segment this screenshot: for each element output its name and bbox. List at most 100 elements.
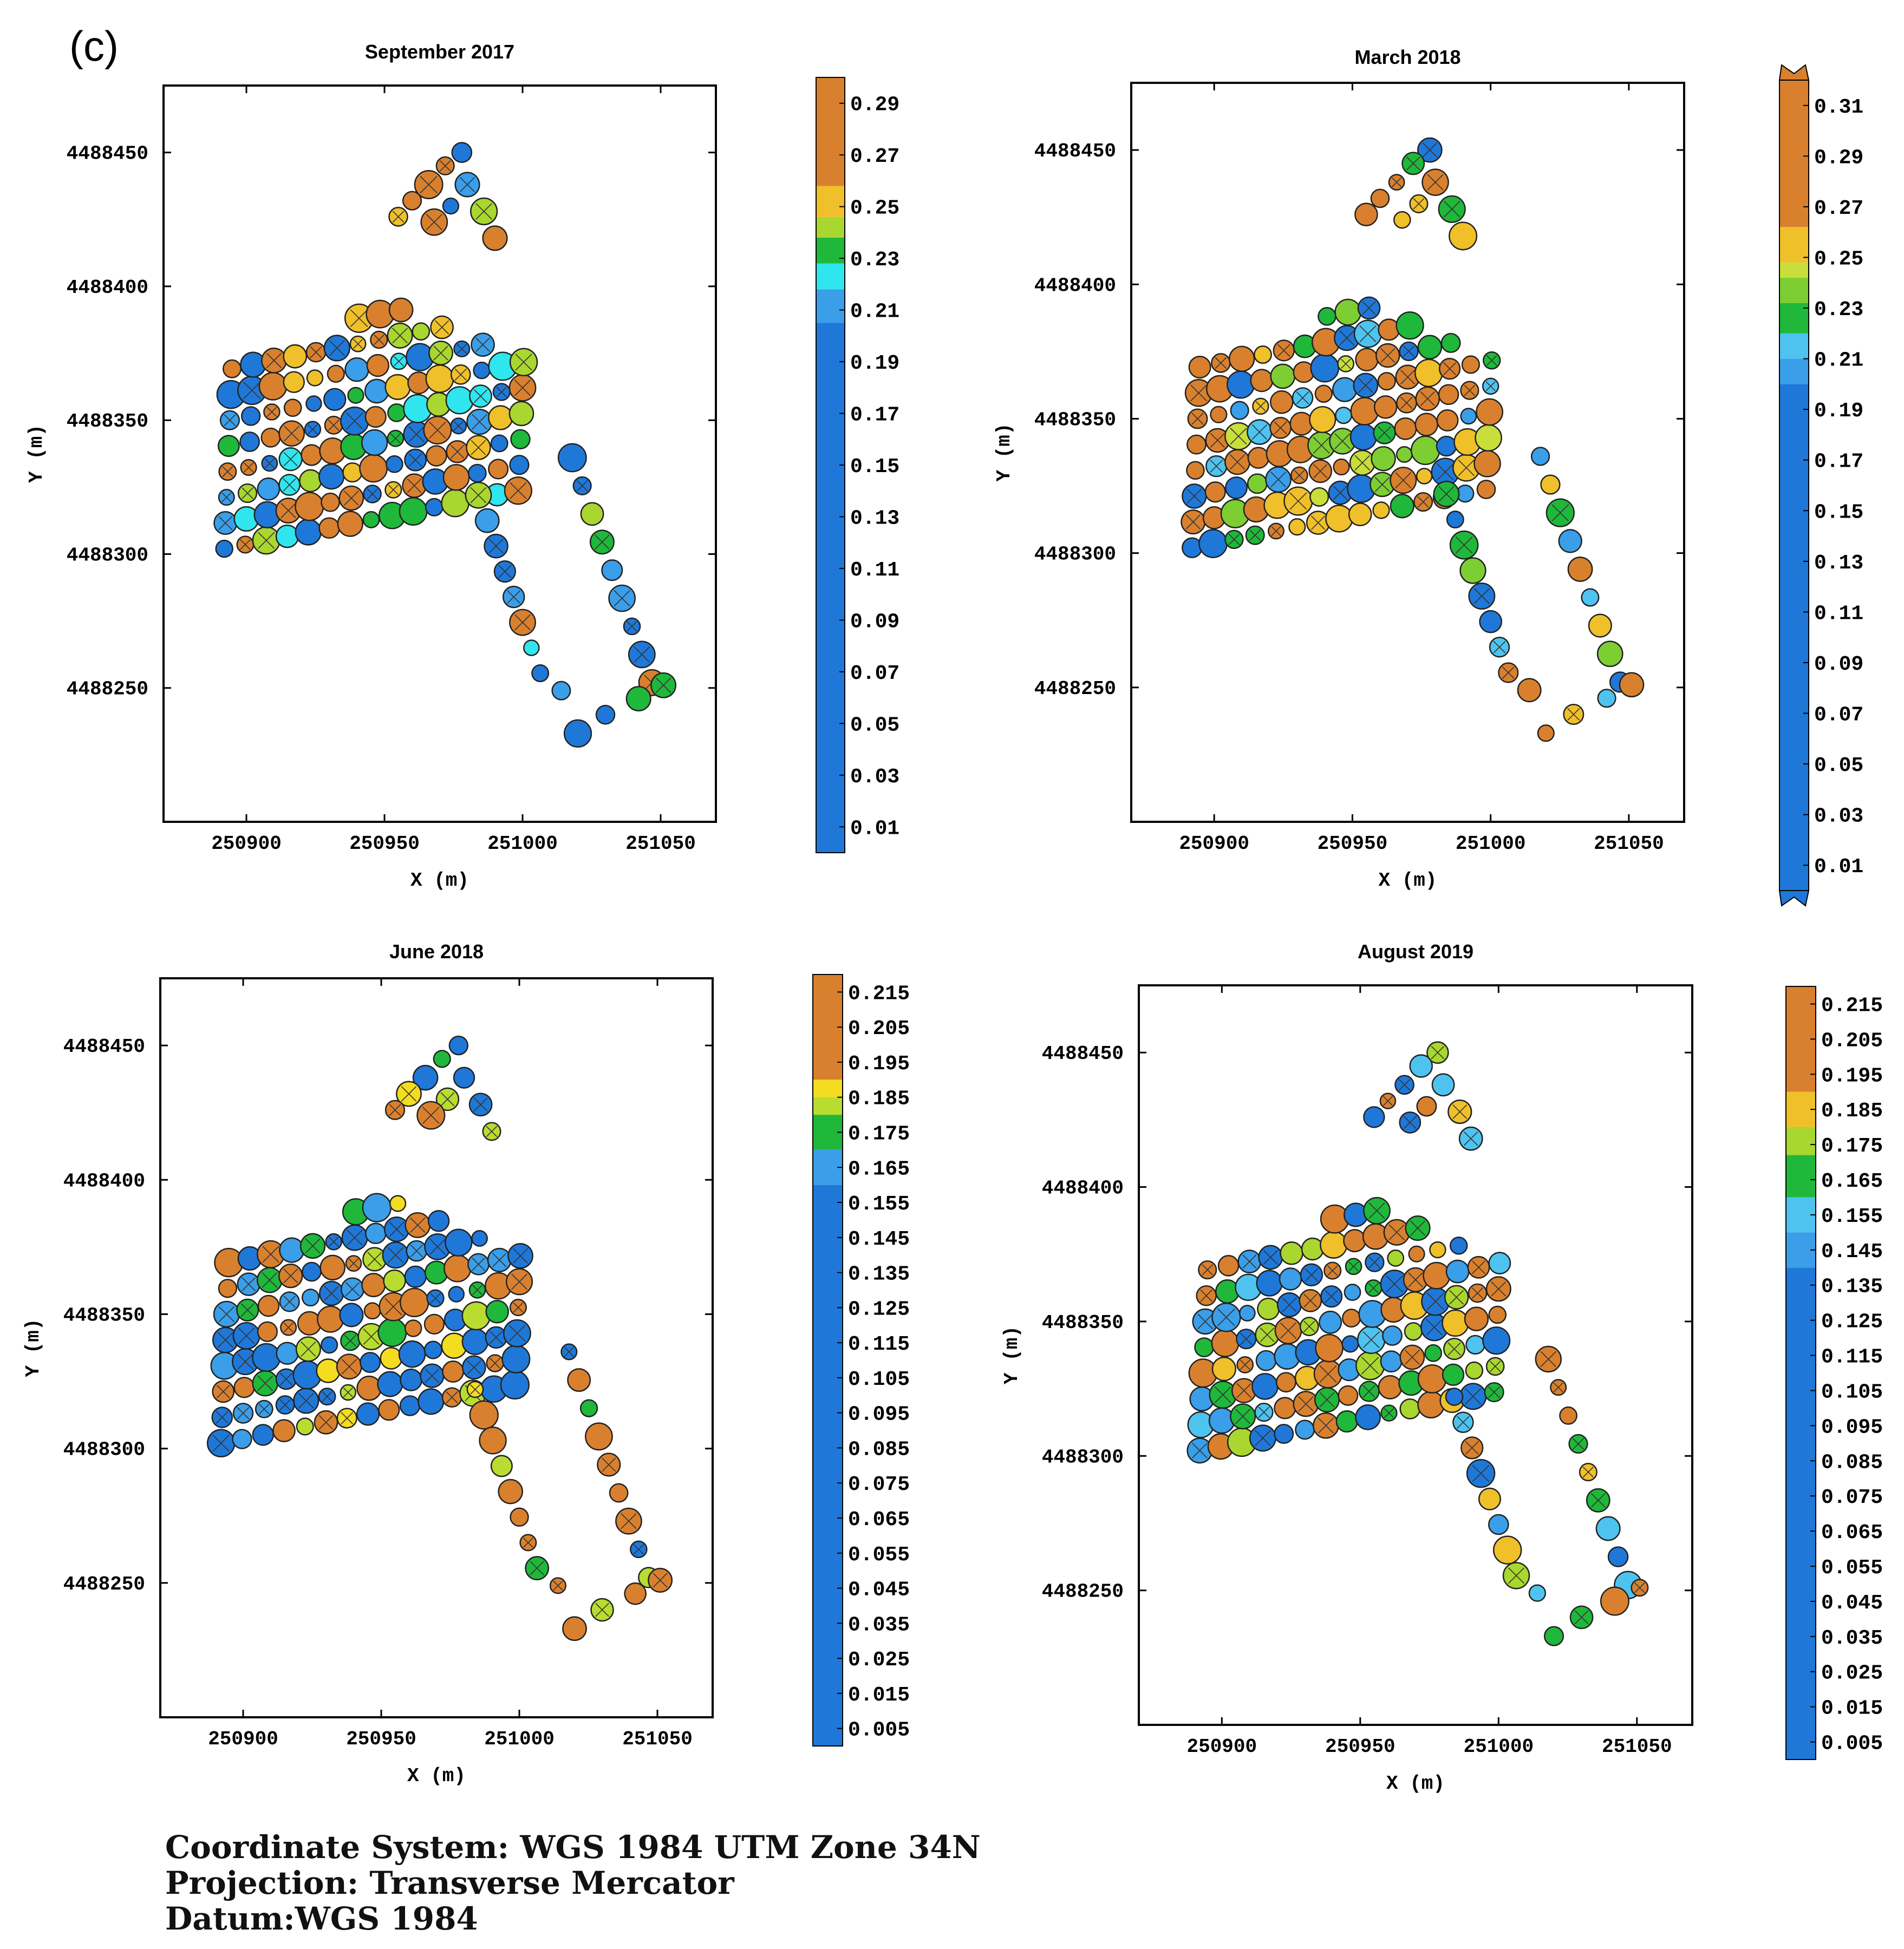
tree-crown bbox=[356, 1402, 380, 1426]
tree-crown bbox=[295, 519, 322, 546]
tree-crown-cross bbox=[1230, 428, 1247, 445]
tree-crown-cross bbox=[1359, 325, 1377, 343]
tree-crown bbox=[398, 1340, 426, 1368]
tree-crown bbox=[1445, 1388, 1464, 1406]
tree-crown bbox=[1530, 447, 1550, 466]
tree-crown-cross bbox=[310, 346, 322, 358]
tree-crowns bbox=[1181, 137, 1645, 742]
tree-crown-cross bbox=[1540, 1351, 1556, 1368]
colorbar-label: 0.105 bbox=[1821, 1381, 1883, 1404]
tree-crown-cross bbox=[1280, 1322, 1296, 1339]
tree-crown bbox=[474, 508, 500, 533]
tree-crown-cross bbox=[1229, 454, 1246, 470]
footer-datum: Datum:WGS 1984 bbox=[165, 1900, 478, 1937]
tree-crown bbox=[1473, 450, 1501, 478]
tree-crown-cross bbox=[1400, 369, 1416, 385]
tree-crown-cross bbox=[1319, 1392, 1335, 1408]
tree-crowns bbox=[206, 1035, 673, 1641]
tree-crown-cross bbox=[1392, 177, 1402, 187]
tree-crown-cross bbox=[1298, 1396, 1314, 1412]
colorbar-label: 0.215 bbox=[1821, 994, 1883, 1017]
tree-crown bbox=[1414, 413, 1438, 436]
colorbar-label: 0.195 bbox=[1821, 1064, 1883, 1088]
tree-crown-cross bbox=[224, 414, 236, 427]
tree-crown bbox=[461, 1301, 491, 1331]
tree-crown-cross bbox=[429, 1239, 446, 1255]
tree-crown-cross bbox=[262, 1246, 279, 1263]
tree-crown bbox=[1410, 435, 1440, 466]
tree-crown-cross bbox=[451, 444, 465, 459]
tree-crown bbox=[402, 191, 422, 211]
tree-crown bbox=[1309, 406, 1336, 433]
y-tick-label: 4488300 bbox=[63, 1439, 145, 1461]
tree-crown bbox=[1440, 333, 1461, 353]
tree-crown-cross bbox=[1465, 1441, 1479, 1455]
x-tick-label: 250900 bbox=[208, 1728, 278, 1750]
tree-crown bbox=[222, 359, 242, 378]
tree-crown-cross bbox=[238, 1327, 255, 1344]
colorbar-label: 0.205 bbox=[848, 1017, 910, 1041]
tree-crown bbox=[1274, 1397, 1296, 1420]
colorbar-label: 0.185 bbox=[848, 1088, 910, 1111]
tree-crown bbox=[318, 517, 340, 539]
y-tick-label: 4488250 bbox=[63, 1573, 145, 1595]
x-tick-label: 251000 bbox=[1456, 833, 1526, 855]
colorbar-band bbox=[1786, 1267, 1816, 1760]
tree-crown bbox=[1464, 1306, 1489, 1331]
tree-crown-cross bbox=[471, 440, 486, 455]
tree-crown bbox=[1371, 446, 1396, 472]
tree-crown bbox=[1596, 640, 1623, 668]
tree-crown bbox=[488, 405, 513, 430]
tree-crown-cross bbox=[1422, 142, 1438, 158]
tree-crown bbox=[609, 1483, 629, 1503]
tree-crown-cross bbox=[240, 539, 251, 550]
colorbar-label: 0.135 bbox=[848, 1263, 910, 1286]
tree-crown-cross bbox=[425, 1368, 440, 1383]
colorbar-label: 0.095 bbox=[848, 1403, 910, 1427]
tree-crown bbox=[364, 378, 389, 404]
map-panel-2: March 2018 250900 250950 251000 251050 448825… bbox=[993, 46, 1863, 907]
tree-crowns bbox=[213, 142, 677, 748]
colorbar-label: 0.09 bbox=[850, 610, 899, 633]
tree-crown-cross bbox=[390, 433, 401, 444]
tree-crown-cross bbox=[1403, 345, 1415, 357]
tree-crown bbox=[473, 362, 491, 380]
tree-crown bbox=[337, 511, 363, 537]
tree-crown bbox=[1229, 345, 1255, 372]
colorbar-label: 0.07 bbox=[850, 662, 899, 685]
tree-crown-cross bbox=[510, 482, 527, 499]
tree-crown bbox=[404, 1319, 422, 1337]
tree-crown bbox=[257, 1321, 278, 1342]
tree-crown bbox=[1334, 298, 1362, 326]
tree-crown-cross bbox=[498, 565, 512, 578]
y-tick-label: 4488450 bbox=[67, 143, 148, 165]
tree-crown-cross bbox=[1270, 472, 1287, 488]
tree-crown-cross bbox=[488, 539, 504, 554]
tree-crown-cross bbox=[1472, 1464, 1490, 1482]
colorbar-label: 0.145 bbox=[1821, 1240, 1883, 1264]
tree-crown-cross bbox=[328, 420, 340, 431]
tree-crown-cross bbox=[470, 1384, 480, 1395]
tree-crown-cross bbox=[347, 1229, 363, 1246]
tree-crown-cross bbox=[1186, 488, 1202, 504]
tree-crown-cross bbox=[1214, 1386, 1231, 1403]
tree-crown bbox=[302, 1261, 322, 1282]
tree-crown bbox=[1382, 1325, 1403, 1346]
footer-projection: Projection: Transverse Mercator bbox=[165, 1865, 735, 1901]
y-tick-label: 4488300 bbox=[1042, 1446, 1124, 1468]
tree-crown bbox=[1438, 384, 1459, 406]
tree-crown-cross bbox=[343, 490, 359, 506]
colorbar-bottom-arrow bbox=[1778, 890, 1810, 907]
tree-crown bbox=[451, 142, 473, 163]
y-tick-label: 4488400 bbox=[1034, 274, 1116, 297]
tree-crown bbox=[1387, 1250, 1405, 1267]
panel-title: August 2019 bbox=[1358, 940, 1473, 963]
tree-crown bbox=[1478, 1487, 1501, 1510]
tree-crown bbox=[1442, 1363, 1465, 1386]
tree-crown-cross bbox=[454, 368, 467, 381]
tree-crown-cross bbox=[1431, 1045, 1445, 1059]
colorbar-label: 0.035 bbox=[1821, 1627, 1883, 1650]
tree-crown-cross bbox=[433, 345, 448, 361]
tree-crown bbox=[1217, 1255, 1240, 1277]
tree-crown bbox=[1341, 1335, 1359, 1353]
